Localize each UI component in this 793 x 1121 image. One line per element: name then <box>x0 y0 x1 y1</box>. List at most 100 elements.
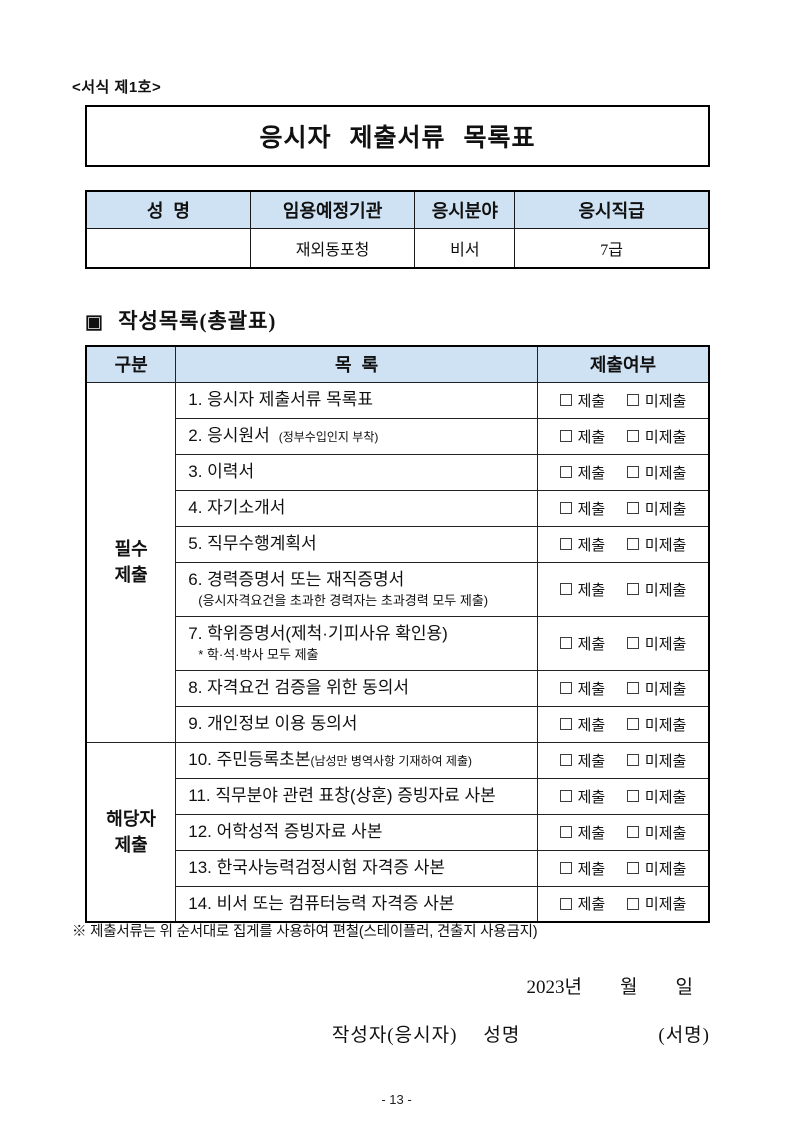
submit-label: 제출 <box>577 428 606 446</box>
info-value-grade: 7급 <box>514 227 710 269</box>
not-submit-label: 미제출 <box>644 581 687 599</box>
submit-option: 제출 <box>559 426 606 447</box>
submit-checkbox[interactable] <box>559 502 572 514</box>
not-submit-checkbox[interactable] <box>626 826 639 838</box>
submit-checkbox[interactable] <box>559 754 572 766</box>
item-text: 8. 자격요건 검증을 위한 동의서 <box>188 678 410 698</box>
not-submit-checkbox[interactable] <box>626 502 639 514</box>
submit-label: 제출 <box>577 581 606 599</box>
submit-label: 제출 <box>577 635 606 653</box>
checklist-row-2: 2. 응시원서 (정부수입인지 부착) 제출 미제출 <box>86 417 710 455</box>
submission-cell: 제출 미제출 <box>536 669 710 707</box>
not-submit-label: 미제출 <box>644 392 687 410</box>
not-submit-option: 미제출 <box>626 714 687 735</box>
submission-cell: 제출 미제출 <box>536 417 710 455</box>
item-text: 3. 이력서 <box>188 462 255 482</box>
checklist-row-12: 12. 어학성적 증빙자료 사본 제출 미제출 <box>86 813 710 851</box>
not-submit-checkbox[interactable] <box>626 682 639 694</box>
item-cell: 4. 자기소개서 <box>175 489 538 527</box>
item-text: 1. 응시자 제출서류 목록표 <box>188 390 374 410</box>
not-submit-checkbox[interactable] <box>626 754 639 766</box>
group-cell-applicable: 해당자 제출 <box>85 741 177 923</box>
submit-option: 제출 <box>559 579 606 600</box>
submit-option: 제출 <box>559 390 605 411</box>
submit-checkbox[interactable] <box>559 682 572 694</box>
submit-option: 제출 <box>559 786 606 807</box>
not-submit-checkbox[interactable] <box>626 637 639 649</box>
submit-checkbox[interactable] <box>559 862 572 874</box>
signature-sign-label: (서명) <box>658 1025 710 1046</box>
not-submit-checkbox[interactable] <box>626 430 639 442</box>
item-cell: 1. 응시자 제출서류 목록표 <box>175 381 538 419</box>
not-submit-checkbox[interactable] <box>626 538 639 550</box>
submit-checkbox[interactable] <box>559 637 572 649</box>
not-submit-checkbox[interactable] <box>626 394 639 406</box>
not-submit-option: 미제출 <box>626 893 686 914</box>
not-submit-option: 미제출 <box>626 750 686 771</box>
item-text: 10. 주민등록초본 <box>188 750 311 770</box>
submission-cell: 제출 미제출 <box>536 525 710 563</box>
submit-option: 제출 <box>559 893 605 914</box>
submission-cell: 제출 미제출 <box>536 849 710 887</box>
not-submit-label: 미제출 <box>644 788 687 806</box>
submit-checkbox[interactable] <box>559 538 572 550</box>
submit-checkbox[interactable] <box>559 790 572 802</box>
not-submit-checkbox[interactable] <box>626 466 639 478</box>
not-submit-label: 미제출 <box>644 635 687 653</box>
checklist-row-8: 8. 자격요건 검증을 위한 동의서 제출 미제출 <box>86 669 710 707</box>
submission-cell: 제출 미제출 <box>536 813 710 851</box>
col-header-category: 구분 <box>85 345 177 383</box>
item-cell: 6. 경력증명서 또는 재직증명서 (응시자격요건을 초과한 경력자는 초과경력 … <box>175 561 538 617</box>
not-submit-checkbox[interactable] <box>626 583 639 595</box>
submission-cell: 제출 미제출 <box>536 489 710 527</box>
group-cell-required: 필수 제출 <box>85 381 177 743</box>
info-value-name <box>85 227 251 269</box>
checklist-row-3: 3. 이력서 제출 미제출 <box>86 453 710 491</box>
not-submit-option: 미제출 <box>626 633 687 654</box>
checklist-row-5: 5. 직무수행계획서 제출 미제출 <box>86 525 710 563</box>
checklist-row-10: 해당자 제출 10. 주민등록초본(남성만 병역사항 기재하여 제출) 제출 미… <box>85 741 710 923</box>
submit-option: 제출 <box>559 714 605 735</box>
item-cell: 12. 어학성적 증빙자료 사본 <box>175 813 538 851</box>
not-submit-option: 미제출 <box>626 822 687 843</box>
info-value-row: 재외동포청 비서 7급 <box>85 227 710 269</box>
submit-checkbox[interactable] <box>559 430 572 442</box>
submit-checkbox[interactable] <box>559 394 572 406</box>
info-header-field: 응시분야 <box>414 190 516 229</box>
info-value-field: 비서 <box>414 227 516 269</box>
not-submit-checkbox[interactable] <box>626 862 639 874</box>
submit-checkbox[interactable] <box>559 466 572 478</box>
not-submit-label: 미제출 <box>644 680 687 698</box>
checklist-row-14: 14. 비서 또는 컴퓨터능력 자격증 사본 제출 미제출 <box>86 885 710 923</box>
checklist-row-9: 9. 개인정보 이용 동의서 제출 미제출 <box>86 705 710 743</box>
submit-option: 제출 <box>559 633 606 654</box>
col-header-item: 목 록 <box>175 345 538 383</box>
item-note-inline: (남성만 병역사항 기재하여 제출) <box>310 754 472 769</box>
not-submit-option: 미제출 <box>626 678 687 699</box>
not-submit-label: 미제출 <box>644 716 687 734</box>
submit-option: 제출 <box>559 750 605 771</box>
not-submit-option: 미제출 <box>626 498 686 519</box>
item-cell: 8. 자격요건 검증을 위한 동의서 <box>175 669 538 707</box>
not-submit-checkbox[interactable] <box>626 897 639 910</box>
submit-label: 제출 <box>577 536 606 554</box>
submit-checkbox[interactable] <box>559 826 572 838</box>
submit-checkbox[interactable] <box>559 718 572 730</box>
date-month: 월 <box>620 977 638 998</box>
info-value-agency: 재외동포청 <box>249 227 416 269</box>
checklist-row-4: 4. 자기소개서 제출 미제출 <box>86 489 710 527</box>
not-submit-checkbox[interactable] <box>626 718 639 730</box>
item-cell: 10. 주민등록초본(남성만 병역사항 기재하여 제출) <box>175 741 538 779</box>
submission-cell: 제출 미제출 <box>536 777 710 815</box>
submit-checkbox[interactable] <box>559 583 572 595</box>
not-submit-label: 미제출 <box>644 824 687 842</box>
submit-label: 제출 <box>577 788 606 806</box>
submit-checkbox[interactable] <box>559 897 572 910</box>
not-submit-checkbox[interactable] <box>626 790 639 802</box>
date-year: 2023년 <box>526 977 583 998</box>
item-text: 7. 학위증명서(제척·기피사유 확인용) <box>188 624 448 644</box>
submission-cell: 제출 미제출 <box>536 741 710 779</box>
section-heading: ▣ 작성목록(총괄표) <box>85 305 276 335</box>
signature-writer-label: 작성자(응시자) <box>331 1025 458 1046</box>
info-header-row: 성 명 임용예정기관 응시분야 응시직급 <box>85 190 710 229</box>
